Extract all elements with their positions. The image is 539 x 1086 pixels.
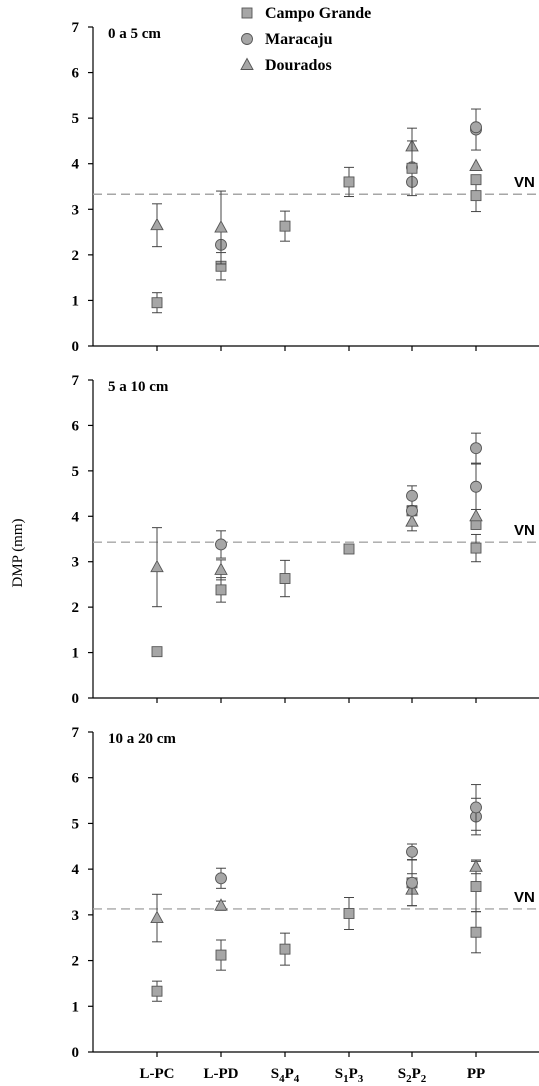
y-tick-label: 6: [72, 418, 80, 434]
point-circle: [470, 121, 482, 134]
point-square: [151, 646, 163, 658]
y-tick-label: 1: [72, 999, 80, 1015]
point-triangle: [214, 562, 228, 575]
panel-1: 0 1 2 3 4 5 6 7 0 a 5 cm VN: [72, 20, 539, 355]
point-circle: [406, 876, 418, 889]
reference-label: VN: [514, 522, 535, 539]
panel-2: 0 1 2 3 4 5 6 7 5 a 10 cm VN: [72, 373, 539, 707]
y-tick-label: 3: [72, 555, 80, 571]
legend-item: Dourados: [240, 57, 332, 74]
point-square: [279, 943, 291, 955]
point-circle: [470, 442, 482, 455]
panel-title: 0 a 5 cm: [108, 26, 161, 42]
y-tick-label: 7: [72, 725, 80, 741]
point-triangle: [469, 859, 483, 872]
legend-marker-triangle: [240, 57, 254, 70]
point-circle: [470, 801, 482, 814]
legend-marker-circle: [241, 33, 253, 45]
legend-marker-square: [241, 7, 253, 19]
y-axis-label: DMP (mm): [10, 518, 26, 587]
point-square: [470, 926, 482, 938]
legend-label: Campo Grande: [265, 5, 371, 22]
point-triangle: [469, 158, 483, 171]
panel-3: 0 1 2 3 4 5 6 7 10 a 20 cm VN: [72, 725, 539, 1061]
point-circle: [470, 480, 482, 493]
point-square: [470, 542, 482, 554]
y-tick-label: 7: [72, 373, 80, 389]
y-tick-label: 0: [72, 691, 80, 707]
point-circle: [215, 872, 227, 885]
point-square: [406, 162, 418, 174]
x-category-label: S1P3: [335, 1066, 364, 1085]
y-tick-label: 0: [72, 1045, 80, 1061]
reference-label: VN: [514, 174, 535, 191]
point-square: [470, 174, 482, 186]
legend-label: Dourados: [265, 57, 332, 74]
y-tick-label: 5: [72, 464, 80, 480]
y-tick-label: 3: [72, 202, 80, 218]
y-tick-label: 6: [72, 771, 80, 787]
point-square: [470, 190, 482, 202]
point-square: [215, 584, 227, 596]
legend: Campo Grande Maracaju Dourados: [240, 5, 371, 74]
point-square: [279, 220, 291, 232]
x-category-label: S2P2: [398, 1066, 427, 1085]
panel-title: 5 a 10 cm: [108, 379, 169, 395]
x-category-labels: L-PC L-PD S4P4 S1P3 S2P2 PP: [140, 1066, 486, 1085]
y-tick-label: 0: [72, 339, 80, 355]
y-tick-label: 4: [72, 862, 80, 878]
y-tick-label: 6: [72, 66, 80, 82]
y-tick-label: 5: [72, 816, 80, 832]
point-square: [151, 985, 163, 997]
point-triangle: [214, 898, 228, 911]
legend-item: Campo Grande: [241, 5, 371, 22]
panels: 0 1 2 3 4 5 6 7 0 a 5 cm VN 0 1 2 3 4 5 6 7 5 a 10 cm VN 0 1 2…: [72, 20, 539, 1061]
y-tick-label: 4: [72, 157, 80, 173]
point-square: [470, 881, 482, 892]
point-square: [215, 949, 227, 961]
point-triangle: [150, 910, 164, 924]
x-category-label: L-PD: [204, 1066, 239, 1082]
point-triangle: [150, 559, 164, 573]
x-category-label: S4P4: [271, 1066, 300, 1085]
point-square: [343, 176, 355, 188]
legend-label: Maracaju: [265, 31, 333, 48]
point-triangle: [214, 220, 228, 233]
point-triangle: [150, 217, 164, 231]
x-category-label: PP: [467, 1066, 485, 1082]
point-square: [343, 908, 355, 919]
y-tick-label: 2: [72, 248, 80, 264]
y-tick-label: 1: [72, 646, 80, 662]
legend-item: Maracaju: [241, 31, 333, 48]
y-tick-label: 2: [72, 600, 80, 616]
point-square: [151, 297, 163, 309]
y-tick-label: 5: [72, 111, 80, 127]
reference-label: VN: [514, 889, 535, 906]
point-circle: [406, 504, 418, 517]
panel-title: 10 a 20 cm: [108, 731, 176, 747]
point-circle: [406, 845, 418, 858]
y-tick-label: 3: [72, 908, 80, 924]
point-square: [343, 543, 355, 555]
point-circle: [215, 538, 227, 551]
x-category-label: L-PC: [140, 1066, 175, 1082]
point-circle: [406, 489, 418, 502]
y-tick-label: 1: [72, 293, 80, 309]
point-square: [279, 573, 291, 584]
y-tick-label: 4: [72, 509, 80, 525]
point-triangle: [405, 514, 419, 527]
y-tick-label: 7: [72, 20, 80, 36]
y-tick-label: 2: [72, 954, 80, 970]
point-triangle: [469, 508, 483, 522]
